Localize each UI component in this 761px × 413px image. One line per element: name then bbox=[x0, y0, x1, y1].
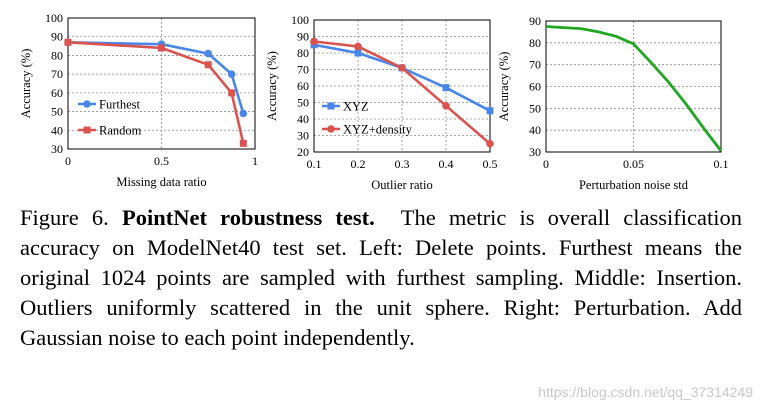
legend-marker bbox=[83, 100, 91, 108]
watermark: https://blog.csdn.net/qq_37314249 bbox=[538, 384, 753, 400]
x-tick-label: 1 bbox=[252, 154, 258, 168]
y-tick-label: 40 bbox=[51, 123, 63, 137]
x-tick-label: 0.5 bbox=[483, 157, 498, 171]
y-tick-label: 70 bbox=[51, 67, 63, 81]
x-tick-label: 0.5 bbox=[154, 154, 169, 168]
series-gaussian-noise bbox=[545, 25, 723, 152]
legend-label: XYZ bbox=[343, 100, 369, 114]
x-tick-label: 0 bbox=[543, 157, 549, 171]
y-tick-label: 70 bbox=[297, 63, 309, 77]
y-tick-label: 30 bbox=[529, 145, 541, 159]
y-tick-label: 90 bbox=[297, 30, 309, 44]
legend-label: Random bbox=[99, 124, 142, 138]
y-tick-label: 80 bbox=[529, 36, 541, 50]
y-tick-label: 60 bbox=[51, 86, 63, 100]
y-tick-label: 50 bbox=[529, 101, 541, 115]
y-tick-label: 20 bbox=[297, 145, 309, 159]
y-tick-label: 70 bbox=[529, 58, 541, 72]
y-axis-label: Accuracy (%) bbox=[497, 52, 511, 122]
legend-entry: XYZ bbox=[322, 100, 369, 114]
series-random bbox=[64, 38, 247, 147]
y-tick-label: 100 bbox=[45, 11, 63, 25]
legend-entry: XYZ+density bbox=[322, 123, 413, 137]
x-tick-label: 0.2 bbox=[351, 157, 366, 171]
data-point bbox=[228, 89, 236, 97]
legend-entry: Random bbox=[78, 124, 142, 138]
legend-label: Furthest bbox=[99, 98, 141, 112]
figure-caption: Figure 6. PointNet robustness test. The … bbox=[20, 203, 742, 353]
y-tick-label: 50 bbox=[297, 96, 309, 110]
legend-marker bbox=[327, 125, 335, 133]
y-tick-label: 40 bbox=[297, 112, 309, 126]
plot-frame bbox=[545, 20, 722, 153]
y-tick-label: 50 bbox=[51, 105, 63, 119]
x-tick-label: 0 bbox=[65, 154, 71, 168]
x-axis-label: Missing data ratio bbox=[116, 175, 206, 189]
data-point bbox=[204, 49, 213, 58]
figure-6-charts: 30 40 50 60 70 80 90 100 0 0.5 1 Missing data ratio… bbox=[19, 11, 729, 192]
caption-body: The metric is overall classification acc… bbox=[20, 205, 743, 350]
legend-label: XYZ+density bbox=[343, 123, 413, 137]
data-point bbox=[486, 107, 494, 115]
data-point bbox=[239, 139, 247, 147]
series-xyz-density bbox=[310, 37, 494, 148]
data-point bbox=[204, 61, 212, 69]
y-tick-label: 80 bbox=[297, 46, 309, 60]
data-point bbox=[442, 84, 450, 92]
y-tick-label: 30 bbox=[51, 142, 63, 156]
series-line bbox=[545, 25, 723, 152]
y-tick-label: 30 bbox=[297, 129, 309, 143]
data-point bbox=[398, 64, 406, 72]
chart-3: 30 40 50 60 70 80 90 0 0.05 0.1 Perturbation noise… bbox=[497, 14, 729, 192]
y-axis-label: Accuracy (%) bbox=[265, 51, 279, 121]
legend-marker bbox=[327, 102, 335, 110]
data-point bbox=[442, 102, 450, 110]
y-axis-label: Accuracy (%) bbox=[19, 49, 33, 119]
data-point bbox=[486, 139, 494, 148]
x-tick-label: 0.1 bbox=[714, 157, 729, 171]
x-axis-label: Outlier ratio bbox=[371, 178, 432, 192]
data-point bbox=[310, 37, 318, 46]
figure-label: Figure 6. bbox=[20, 205, 109, 230]
y-tick-label: 40 bbox=[529, 123, 541, 137]
legend-entry: Furthest bbox=[78, 98, 141, 112]
x-tick-label: 0.1 bbox=[307, 157, 322, 171]
data-point bbox=[64, 38, 72, 46]
x-axis-label: Perturbation noise std bbox=[579, 178, 689, 192]
data-point bbox=[354, 42, 362, 51]
y-tick-label: 60 bbox=[297, 79, 309, 93]
y-tick-label: 100 bbox=[291, 13, 309, 27]
y-tick-label: 90 bbox=[529, 14, 541, 28]
data-point bbox=[158, 44, 165, 52]
chart-1: 30 40 50 60 70 80 90 100 0 0.5 1 Missing data ratio… bbox=[19, 11, 258, 189]
x-tick-label: 0.05 bbox=[623, 157, 644, 171]
data-point bbox=[354, 49, 362, 57]
x-tick-label: 0.4 bbox=[439, 157, 454, 171]
y-tick-label: 80 bbox=[51, 48, 63, 62]
x-tick-label: 0.3 bbox=[395, 157, 410, 171]
data-point bbox=[227, 70, 236, 78]
plot-frame bbox=[67, 17, 256, 150]
data-point bbox=[239, 109, 248, 118]
chart-2: 20 30 40 50 60 70 80 90 100 0.1 0.2 0.3 0.4 0.5 Outlie… bbox=[265, 13, 498, 192]
plot-frame bbox=[313, 19, 491, 153]
y-tick-label: 90 bbox=[51, 30, 63, 44]
legend-marker bbox=[83, 126, 91, 134]
caption-title: PointNet robustness test. bbox=[121, 205, 375, 230]
y-tick-label: 60 bbox=[529, 80, 541, 94]
